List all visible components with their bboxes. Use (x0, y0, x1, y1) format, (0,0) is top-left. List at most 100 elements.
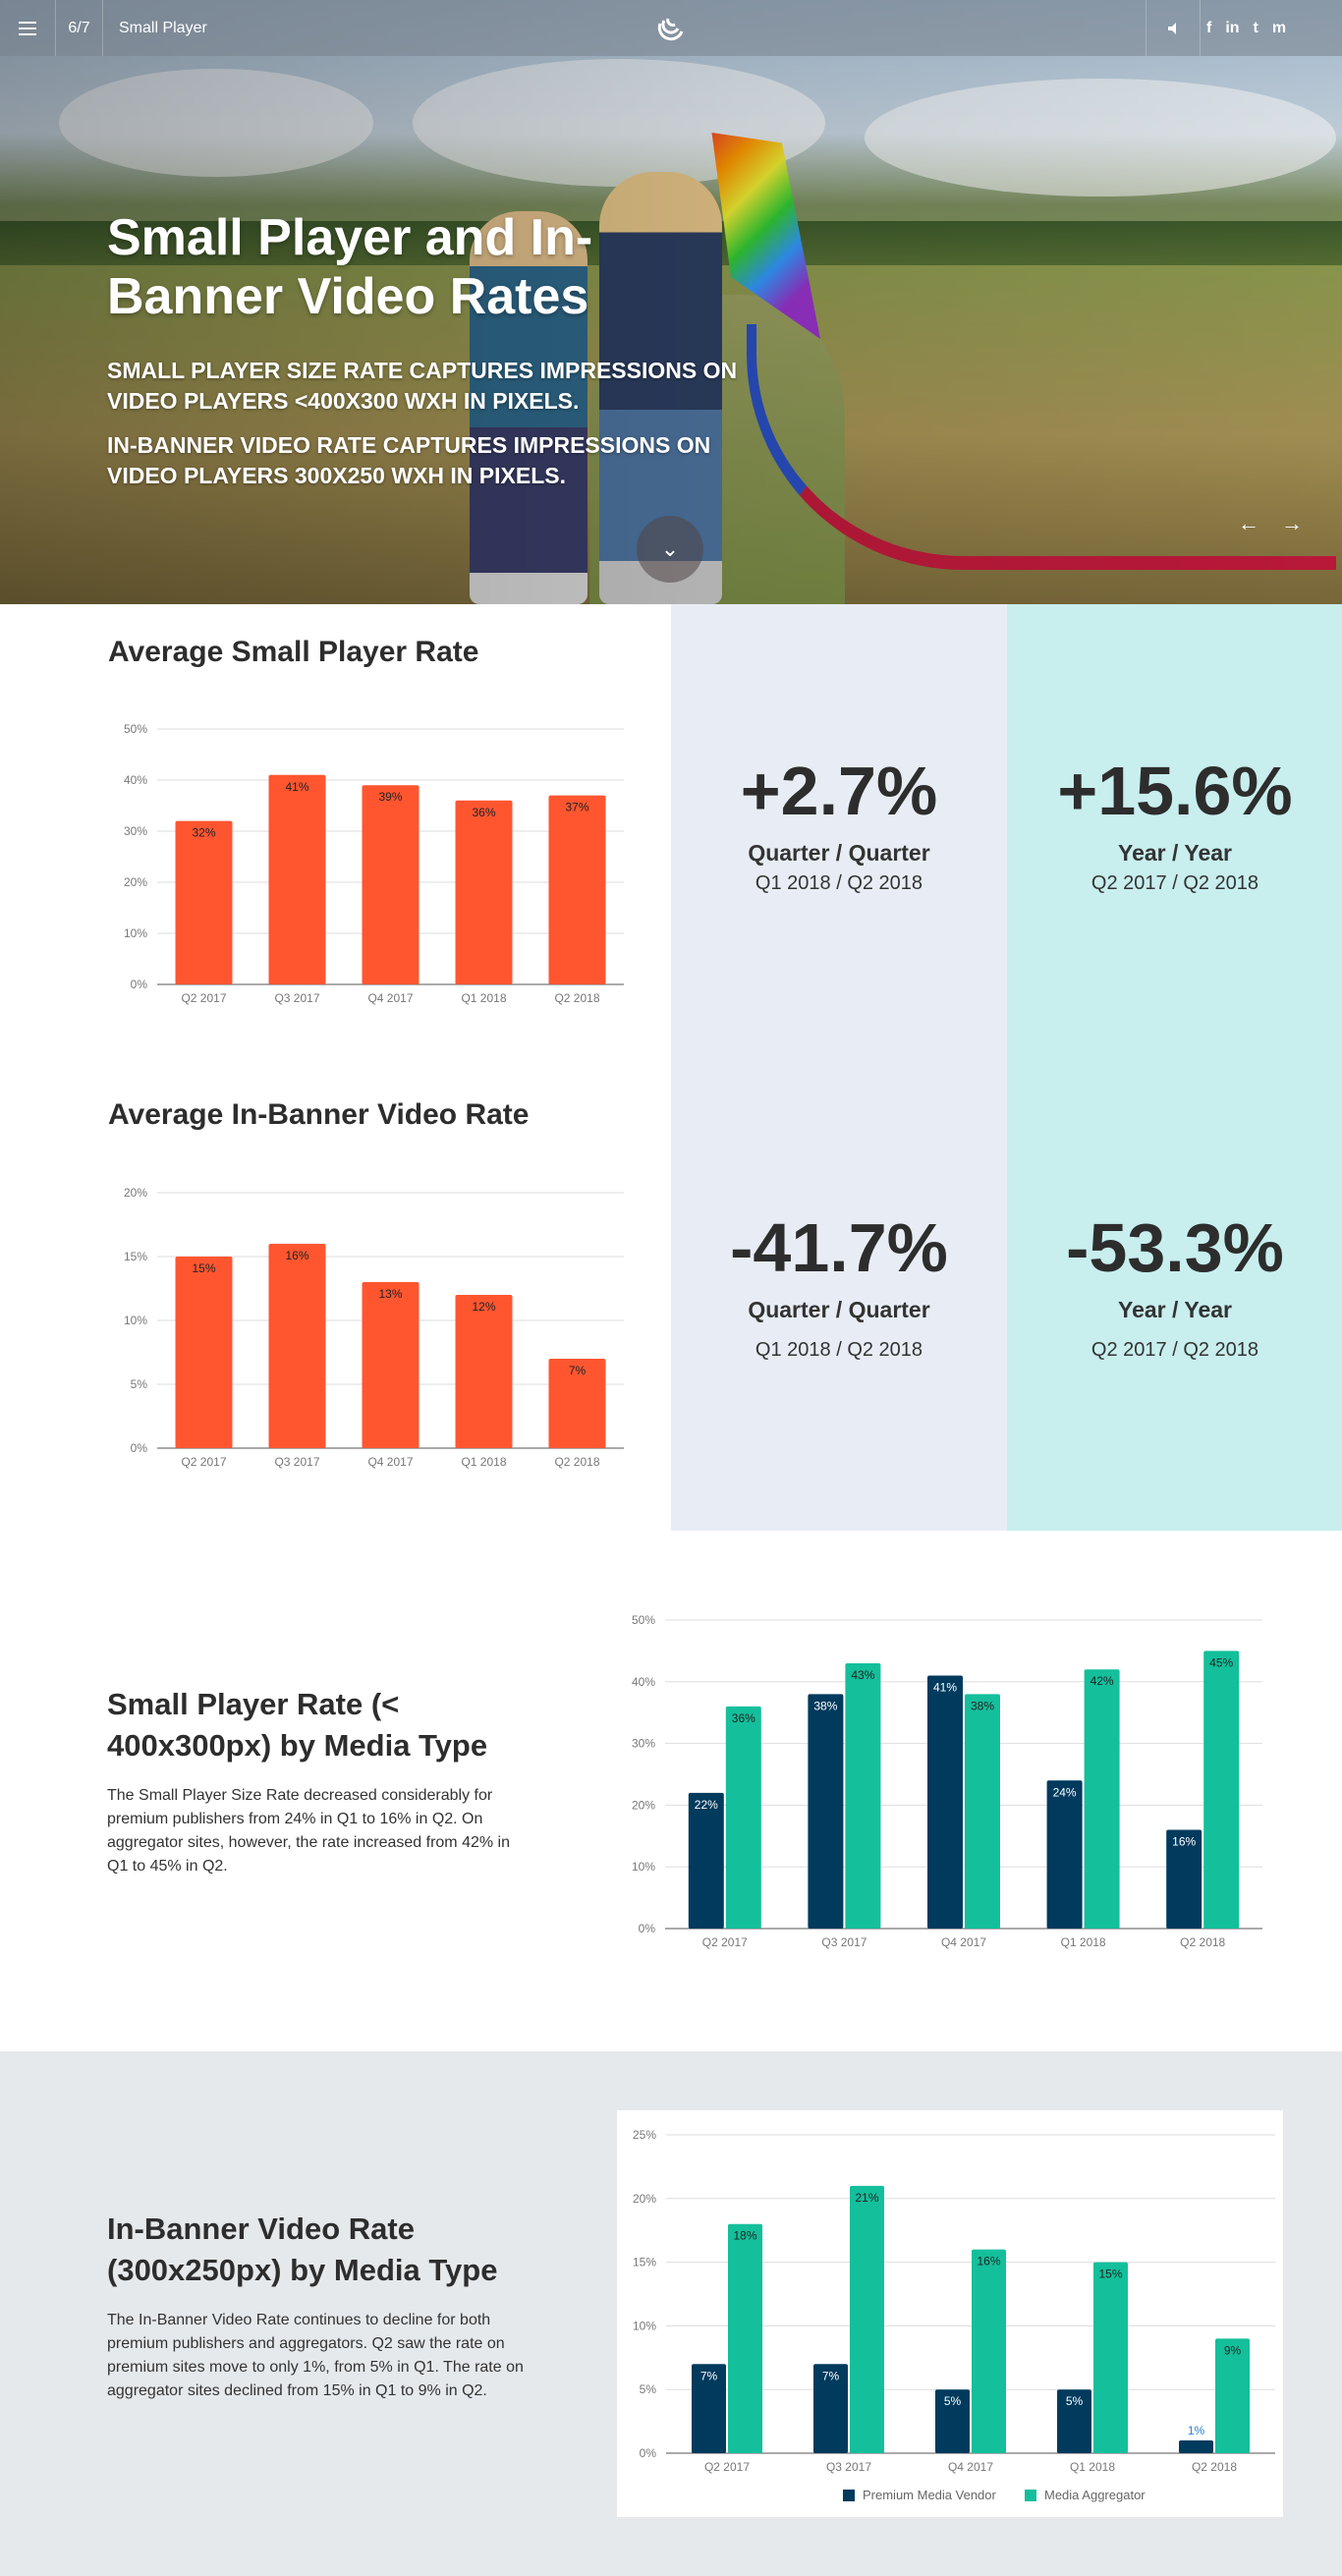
data-label: 15% (1098, 2268, 1122, 2281)
y-tick-label: 0% (640, 2446, 657, 2460)
x-tick-label: Q2 2018 (1180, 1935, 1225, 1949)
x-tick-label: Q4 2017 (948, 2460, 993, 2474)
data-label: 9% (1224, 2343, 1242, 2357)
data-label: 13% (378, 1287, 402, 1301)
chevron-down-icon: ⌄ (660, 536, 680, 561)
y-tick-label: 5% (131, 1377, 148, 1391)
data-label: 38% (971, 1699, 994, 1712)
arrow-right-icon[interactable]: → (1281, 511, 1303, 535)
hero-heading: Small Player and In-Banner Video Rates (107, 209, 593, 325)
twitter-icon[interactable]: t (1253, 19, 1258, 36)
facebook-icon[interactable]: f (1206, 19, 1212, 36)
legend-label: Media Aggregator (1044, 2488, 1146, 2502)
bar (548, 795, 606, 984)
bar (1093, 2262, 1128, 2453)
speaker-icon (1168, 22, 1176, 34)
data-label: 5% (1066, 2394, 1084, 2408)
bar (1166, 1829, 1202, 1929)
small-player-chart-title: Average Small Player Rate (108, 636, 479, 668)
quarter-panel (671, 604, 1007, 1531)
menu-button[interactable] (0, 0, 56, 56)
sound-button[interactable] (1146, 0, 1201, 56)
stat-label: Year / Year (1118, 840, 1232, 866)
data-label: 42% (1090, 1674, 1114, 1688)
section-description: The In-Banner Video Rate continues to de… (107, 2312, 524, 2399)
data-label: 39% (378, 790, 402, 804)
x-tick-label: Q4 2017 (941, 1935, 986, 1949)
bar (1046, 1780, 1083, 1929)
bar (362, 785, 419, 984)
hero-subheading-small-player: Small player size rate captures impressi… (107, 358, 738, 414)
x-tick-label: Q4 2017 (367, 991, 413, 1005)
bar (548, 1359, 606, 1448)
x-tick-label: Q2 2017 (704, 2460, 750, 2474)
section-title: Small Player Rate (< 400x300px) by Media… (107, 1687, 488, 1763)
social-links: f in t m (1206, 0, 1286, 56)
stat-value: -53.3% (1066, 1209, 1284, 1286)
bar (1179, 2440, 1213, 2453)
arrow-left-icon[interactable]: ← (1238, 511, 1259, 535)
in-banner-media-section: In-Banner Video Rate (300x250px) by Medi… (0, 2051, 1342, 2576)
top-navigation-bar: 6/7 Small Player f in t m (0, 0, 1342, 56)
linkedin-icon[interactable]: in (1225, 19, 1240, 36)
data-label: 22% (695, 1798, 718, 1812)
legend-swatch (843, 2490, 855, 2501)
data-label: 15% (192, 1261, 215, 1275)
data-label: 18% (733, 2229, 756, 2243)
bar (965, 1694, 1000, 1929)
email-icon[interactable]: m (1271, 19, 1287, 36)
x-tick-label: Q1 2018 (461, 991, 506, 1005)
page-counter: 6/7 (56, 0, 103, 56)
x-tick-label: Q4 2017 (367, 1455, 413, 1469)
avg-small-player-chart: 0% 10% 20% 30% 40% 50% Q2 2017 32% Q3 2017 41% Q4 … (124, 722, 624, 1005)
bar (362, 1282, 419, 1448)
stat-value: -41.7% (730, 1209, 948, 1286)
y-tick-label: 40% (632, 1675, 655, 1689)
x-tick-label: Q2 2017 (702, 1935, 748, 1949)
data-label: 41% (285, 780, 308, 794)
chart-card: 0% 5% 10% 15% 20% 25% Q2 2017 7% 18% Q3 2017 7% 21%… (617, 2110, 1283, 2517)
y-tick-label: 20% (633, 2192, 656, 2206)
in-banner-chart-title: Average In-Banner Video Rate (108, 1098, 530, 1131)
bar (972, 2249, 1006, 2453)
bar (1084, 1669, 1120, 1929)
data-label: 45% (1209, 1655, 1233, 1669)
y-tick-label: 15% (124, 1250, 147, 1263)
bar (1215, 2338, 1250, 2453)
x-tick-label: Q1 2018 (1070, 2460, 1115, 2474)
data-label: 43% (851, 1668, 874, 1682)
y-tick-label: 0% (131, 1441, 148, 1455)
y-tick-label: 10% (633, 2319, 656, 2332)
y-tick-label: 40% (124, 773, 147, 787)
section-description: The Small Player Size Rate decreased con… (107, 1787, 510, 1875)
avg-in-banner-chart: 0% 5% 10% 15% 20% Q2 2017 15% Q3 2017 16% Q4 2017… (124, 1186, 624, 1469)
y-tick-label: 10% (124, 926, 147, 940)
bar (692, 2364, 726, 2453)
brand-logo-icon[interactable] (656, 14, 686, 43)
stat-label: Year / Year (1118, 1297, 1232, 1322)
data-label: 5% (944, 2394, 962, 2408)
stat-period: Q1 2018 / Q2 2018 (755, 872, 923, 894)
x-tick-label: Q3 2017 (274, 991, 319, 1005)
bar (935, 2389, 970, 2453)
data-label: 12% (472, 1300, 495, 1314)
scroll-down-button[interactable]: ⌄ (637, 516, 703, 583)
x-tick-label: Q1 2018 (1061, 1935, 1106, 1949)
data-label: 41% (933, 1681, 957, 1695)
data-label: 16% (1172, 1835, 1196, 1849)
bar (1057, 2389, 1091, 2453)
in-banner-media-chart: 0% 5% 10% 15% 20% 25% Q2 2017 7% 18% Q3 2017 7% 21%… (633, 2128, 1275, 2502)
y-tick-label: 30% (124, 824, 147, 838)
slide-arrows: ← → (1238, 511, 1303, 536)
data-label: 32% (192, 826, 215, 840)
bar (175, 1257, 233, 1448)
small-player-media-chart: 0% 10% 20% 30% 40% 50% Q2 2017 22% 36% Q3 2017 38%… (632, 1613, 1262, 1949)
cloud (59, 69, 373, 177)
x-tick-label: Q3 2017 (274, 1455, 319, 1469)
bar (813, 2364, 848, 2453)
bar (808, 1694, 844, 1929)
stat-value: +2.7% (740, 753, 938, 829)
y-tick-label: 20% (632, 1798, 655, 1812)
data-label: 7% (822, 2369, 840, 2382)
bar (728, 2223, 762, 2453)
